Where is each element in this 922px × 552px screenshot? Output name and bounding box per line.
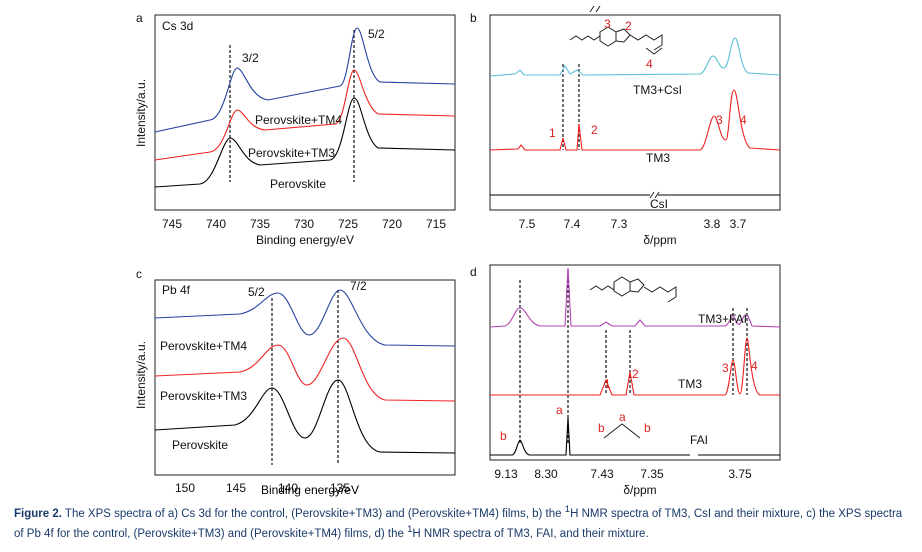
annotation: 4: [740, 113, 747, 127]
axis-break: [589, 5, 660, 199]
plot-frame: [489, 14, 781, 211]
spectrum: [154, 69, 456, 161]
x-tick-label: 7.5: [519, 217, 536, 231]
annotation: 1: [549, 126, 556, 140]
caption-lead: Figure 2.: [14, 507, 62, 520]
annotation: b: [500, 429, 507, 443]
caption-text: H NMR spectra of TM3, CsI and their mixt…: [14, 507, 903, 540]
molecule: [569, 26, 663, 55]
x-tick-label: 740: [206, 217, 226, 231]
x-axis-label: Binding energy/eV: [256, 233, 354, 247]
y-axis-label: Intensity/a.u.: [134, 79, 148, 147]
spectrum: [154, 337, 456, 402]
x-axis-label: δ/ppm: [623, 483, 656, 497]
panel-d: d TM3+FAI TM3 FAI 1 2 3 4 a b a b b 9.13…: [470, 264, 781, 497]
x-tick-label: 3.7: [730, 217, 747, 231]
x-tick-label: 7.35: [640, 467, 664, 481]
figure: a Cs 3d 3/2 5/2 Perovskite+TM4 Perovskit…: [134, 5, 781, 497]
spectrum: [154, 379, 456, 454]
x-tick-label: 720: [382, 217, 402, 231]
annotation: Perovskite: [172, 438, 228, 452]
caption-text: The XPS spectra of a) Cs 3d for the cont…: [61, 507, 565, 520]
x-tick-label: 140: [278, 481, 298, 495]
x-tick-label: 135: [330, 481, 350, 495]
x-tick-label: 7.4: [564, 217, 581, 231]
annotation: 3: [716, 113, 723, 127]
x-tick-label: 9.13: [494, 467, 518, 481]
panel-letter: b: [470, 11, 477, 25]
spectrum: [489, 267, 781, 328]
annotation: TM3: [678, 377, 702, 391]
x-tick-label: 745: [162, 217, 182, 231]
annotation: 7/2: [350, 279, 367, 293]
annotation: TM3: [646, 151, 670, 165]
annotation: a: [556, 403, 563, 417]
annotation: 3/2: [242, 51, 259, 65]
x-tick-label: 3.8: [704, 217, 721, 231]
annotation: Perovskite: [270, 177, 326, 191]
annotation: 2: [625, 19, 632, 33]
x-tick-label: 7.43: [590, 467, 614, 481]
spectrum: [489, 37, 781, 77]
annotation: TM3+FAI: [698, 312, 747, 326]
panel-title: Cs 3d: [162, 19, 193, 33]
panel-b: b 3 2 4 1 2 3 4 TM3+CsI TM3 CsI 7.5 7.4 …: [470, 5, 781, 247]
caption-text: H NMR spectra of TM3, FAI, and their mix…: [412, 527, 649, 540]
annotation: Perovskite+TM3: [160, 389, 247, 403]
panel-letter: a: [136, 11, 143, 25]
annotation: 5/2: [248, 285, 265, 299]
annotation: 3: [722, 361, 729, 375]
spectrum: [490, 417, 780, 456]
annotation: a: [619, 410, 626, 424]
annotation: 5/2: [368, 27, 385, 41]
annotation: b: [644, 421, 651, 435]
caption: Figure 2. The XPS spectra of a) Cs 3d fo…: [14, 502, 914, 542]
annotation: b: [598, 421, 605, 435]
spectrum: [154, 27, 456, 133]
molecule: [589, 276, 677, 303]
y-axis-label: Intensity/a.u.: [134, 341, 148, 409]
x-tick-label: 715: [426, 217, 446, 231]
annotation: Perovskite+TM4: [255, 113, 342, 127]
annotation: FAI: [690, 433, 708, 447]
fai-structure: [603, 423, 641, 439]
annotation: Perovskite+TM3: [248, 146, 335, 160]
spectrum: [154, 289, 456, 347]
plot-frame: [489, 264, 781, 461]
annotation: 4: [646, 57, 653, 71]
annotation: CsI: [650, 197, 668, 211]
caption-sup: 1: [564, 504, 571, 515]
panel-c: c Pb 4f 5/2 7/2 Perovskite+TM4 Perovskit…: [134, 267, 456, 495]
caption-sup: 1: [407, 523, 413, 535]
spectrum: [154, 97, 456, 188]
x-tick-label: 150: [175, 481, 195, 495]
annotation: TM3+CsI: [633, 83, 682, 97]
spectrum: [489, 89, 781, 151]
x-tick-label: 735: [250, 217, 270, 231]
x-axis-label: δ/ppm: [643, 233, 676, 247]
annotation: 3: [604, 17, 611, 31]
annotation: 4: [751, 359, 758, 373]
plot-frame: [154, 14, 456, 211]
panel-letter: c: [136, 267, 142, 281]
x-axis-label: Binding energy/eV: [260, 483, 360, 497]
panel-title: Pb 4f: [162, 283, 191, 297]
plot-frame: [154, 279, 456, 476]
annotation: Perovskite+TM4: [160, 339, 247, 353]
spectrum: [490, 337, 780, 396]
x-tick-label: 730: [294, 217, 314, 231]
x-tick-label: 3.75: [728, 467, 752, 481]
x-tick-label: 145: [226, 481, 246, 495]
x-tick-label: 725: [338, 217, 358, 231]
annotation: 2: [591, 123, 598, 137]
annotation: 2: [632, 367, 639, 381]
annotation: 1: [604, 377, 611, 391]
panel-letter: d: [470, 265, 477, 279]
panel-a: a Cs 3d 3/2 5/2 Perovskite+TM4 Perovskit…: [134, 11, 456, 247]
x-tick-label: 7.3: [611, 217, 628, 231]
x-tick-label: 8.30: [534, 467, 558, 481]
